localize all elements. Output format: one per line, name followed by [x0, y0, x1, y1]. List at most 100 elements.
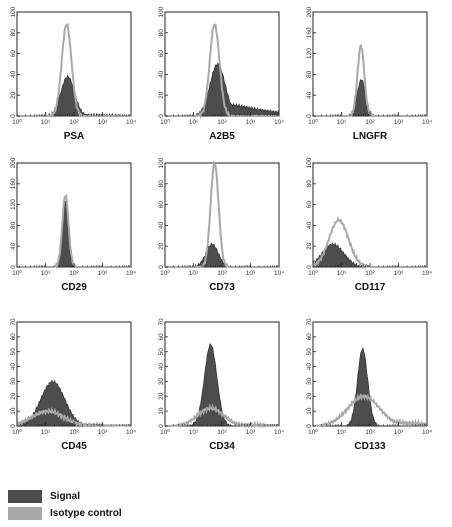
histogram-panel-cd45: 0 10 20 30 40 50 60 70 10⁰ 10¹ 10² 10³ 10⁴ CD45: [10, 318, 136, 452]
x-tick-label: 10²: [217, 119, 227, 126]
y-tick-label: 40: [306, 221, 313, 229]
y-tick-label: 0: [158, 114, 165, 118]
y-tick-label: 40: [10, 70, 17, 78]
y-tick-label: 120: [10, 199, 17, 210]
histogram-panel-lngfr: 0 40 80 120 160 200 10⁰ 10¹ 10² 10³ 10⁴ LNGFR: [306, 6, 432, 142]
plot-frame: [16, 162, 132, 268]
y-tick-label: 40: [10, 242, 17, 250]
y-tick-label: 160: [10, 178, 17, 189]
y-tick-label: 30: [10, 377, 17, 385]
y-tick-label: 160: [306, 27, 313, 38]
x-tick-label: 10²: [217, 429, 227, 436]
y-tick-label: 0: [10, 114, 17, 118]
y-tick-label: 50: [158, 348, 165, 356]
y-tick-label: 200: [10, 157, 17, 168]
series-isotype: [17, 22, 131, 118]
y-tick-label: 40: [10, 363, 17, 371]
legend: Signal Isotype control: [8, 488, 122, 522]
x-tick-label: 10³: [246, 429, 256, 436]
y-tick-label: 60: [158, 201, 165, 209]
legend-swatch-signal: [8, 490, 42, 503]
y-tick-label: 40: [158, 221, 165, 229]
series-isotype: [165, 159, 279, 269]
x-tick-label: 10³: [246, 270, 256, 277]
y-tick-label: 40: [158, 363, 165, 371]
histogram-panel-cd133: 0 10 20 30 40 50 60 70 10⁰ 10¹ 10² 10³ 10⁴ CD133: [306, 318, 432, 452]
x-tick-label: 10⁴: [274, 270, 284, 277]
y-tick-label: 20: [158, 392, 165, 400]
x-tick-label: 10³: [98, 270, 108, 277]
y-tick-label: 60: [158, 333, 165, 341]
y-tick-label: 40: [306, 363, 313, 371]
legend-item-signal: Signal: [8, 488, 122, 505]
y-tick-label: 0: [10, 265, 17, 269]
y-tick-label: 120: [306, 48, 313, 59]
x-tick-label: 10⁰: [308, 269, 318, 277]
y-tick-label: 80: [158, 29, 165, 37]
x-tick-label: 10¹: [41, 270, 51, 277]
y-tick-label: 60: [10, 333, 17, 341]
y-tick-label: 100: [158, 157, 165, 168]
x-tick-label: 10⁰: [160, 118, 170, 126]
x-tick-label: 10⁰: [160, 428, 170, 436]
legend-item-isotype: Isotype control: [8, 505, 122, 522]
x-tick-label: 10³: [394, 429, 404, 436]
y-tick-label: 80: [306, 180, 313, 188]
series-isotype: [165, 23, 279, 120]
x-tick-label: 10¹: [189, 270, 199, 277]
x-tick-label: 10¹: [337, 119, 347, 126]
y-tick-label: 80: [158, 180, 165, 188]
x-tick-label: 10³: [394, 119, 404, 126]
y-tick-label: 20: [158, 91, 165, 99]
x-tick-label: 10⁴: [422, 119, 432, 126]
marker-label-cd73: CD73: [209, 282, 235, 293]
y-tick-label: 60: [306, 201, 313, 209]
y-tick-label: 20: [10, 91, 17, 99]
y-tick-label: 80: [10, 221, 17, 229]
marker-label-cd133: CD133: [354, 441, 386, 452]
marker-label-a2b5: A2B5: [209, 131, 235, 142]
y-tick-label: 60: [10, 50, 17, 58]
y-tick-label: 70: [306, 318, 313, 326]
y-tick-label: 20: [306, 392, 313, 400]
y-tick-label: 30: [158, 377, 165, 385]
y-tick-label: 0: [306, 424, 313, 428]
x-tick-label: 10²: [69, 270, 79, 277]
histogram-panel-cd29: 0 40 80 120 160 200 10⁰ 10¹ 10² 10³ 10⁴ CD29: [10, 157, 136, 293]
marker-label-lngfr: LNGFR: [353, 131, 388, 142]
series-isotype: [17, 193, 131, 270]
x-tick-label: 10⁴: [126, 119, 136, 126]
series-isotype: [165, 403, 279, 429]
x-tick-label: 10⁴: [274, 429, 284, 436]
y-tick-label: 0: [306, 265, 313, 269]
legend-swatch-isotype: [8, 507, 42, 520]
legend-label-signal: Signal: [50, 491, 81, 502]
y-tick-label: 20: [158, 242, 165, 250]
histogram-panel-psa: 0 20 40 60 80 100 10⁰ 10¹ 10² 10³ 10⁴ PSA: [10, 6, 136, 142]
x-tick-label: 10⁴: [422, 270, 432, 277]
x-tick-label: 10¹: [41, 429, 51, 436]
x-tick-label: 10⁰: [308, 428, 318, 436]
x-tick-label: 10¹: [337, 270, 347, 277]
y-tick-label: 0: [10, 424, 17, 428]
marker-label-cd34: CD34: [209, 441, 235, 452]
y-tick-label: 200: [306, 6, 313, 17]
plot-frame: [312, 11, 428, 117]
x-tick-label: 10⁰: [12, 118, 22, 126]
histogram-panel-cd73: 0 20 40 60 80 100 10⁰ 10¹ 10² 10³ 10⁴ CD73: [158, 157, 284, 293]
series-signal: [17, 200, 131, 268]
x-tick-label: 10²: [365, 119, 375, 126]
y-tick-label: 70: [10, 318, 17, 326]
marker-label-cd45: CD45: [61, 441, 87, 452]
y-tick-label: 20: [10, 392, 17, 400]
x-tick-label: 10¹: [189, 119, 199, 126]
x-tick-label: 10²: [69, 119, 79, 126]
y-tick-label: 80: [10, 29, 17, 37]
y-tick-label: 50: [306, 348, 313, 356]
x-tick-label: 10¹: [41, 119, 51, 126]
x-tick-label: 10³: [98, 429, 108, 436]
y-tick-label: 100: [158, 6, 165, 17]
x-tick-label: 10⁴: [274, 119, 284, 126]
y-tick-label: 20: [306, 242, 313, 250]
